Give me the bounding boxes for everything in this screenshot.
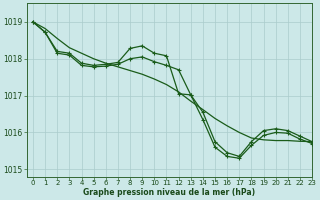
- X-axis label: Graphe pression niveau de la mer (hPa): Graphe pression niveau de la mer (hPa): [84, 188, 256, 197]
